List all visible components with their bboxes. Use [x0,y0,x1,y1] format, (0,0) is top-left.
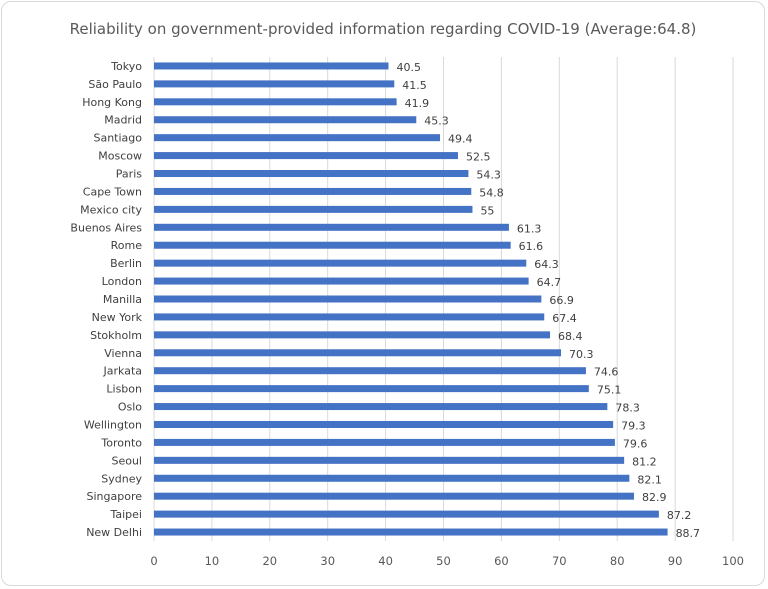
data-label: 82.9 [642,491,667,504]
x-tick-label: 60 [494,554,509,568]
category-label: New Delhi [86,526,142,539]
bar [154,313,545,321]
category-label: Wellington [84,418,142,431]
bar [154,205,473,213]
x-tick-label: 90 [668,554,683,568]
bar [154,152,458,160]
x-tick-label: 20 [262,554,277,568]
bar [154,259,527,267]
bar [154,528,668,536]
category-label: Manilla [103,293,142,306]
data-label: 66.9 [549,294,574,307]
x-tick-label: 100 [722,554,744,568]
bar [154,420,614,428]
category-label: Madrid [104,114,142,127]
data-label: 75.1 [597,384,622,397]
x-tick-label: 30 [320,554,335,568]
data-label: 88.7 [676,527,701,540]
bar [154,116,417,124]
bar [154,98,397,106]
data-label: 82.1 [637,473,662,486]
bar [154,134,441,142]
category-label: Cape Town [83,185,142,198]
bar [154,456,625,464]
x-tick-label: 10 [205,554,220,568]
data-label: 64.3 [534,258,559,271]
data-label: 45.3 [424,115,449,128]
category-label: Vienna [104,347,142,360]
category-label: Tokyo [110,60,142,73]
bar [154,223,509,231]
data-label: 74.6 [594,366,619,379]
category-label: Mexico city [80,203,142,216]
category-label: London [102,275,142,288]
category-label: Lisbon [106,383,142,396]
data-label: 64.7 [537,276,562,289]
category-label: Singapore [87,490,143,503]
data-label: 79.3 [621,419,646,432]
bar-layer [154,62,668,536]
x-tick-label: 40 [378,554,393,568]
data-label: 68.4 [558,330,583,343]
data-label: 41.5 [402,79,427,92]
data-label: 61.6 [519,240,544,253]
category-label: Taipei [109,508,142,521]
data-label: 70.3 [569,348,594,361]
chart-title: Reliability on government-provided infor… [69,20,697,38]
category-label: Jarkata [103,365,142,378]
bar [154,241,511,249]
category-label: Moscow [98,150,142,163]
bar [154,170,469,178]
data-label: 41.9 [405,97,430,110]
category-label: Oslo [118,401,142,414]
data-label: 52.5 [466,151,491,164]
data-label: 81.2 [632,455,657,468]
bar [154,510,659,518]
data-label: 54.3 [476,169,501,182]
bar [154,295,542,303]
data-label: 79.6 [623,437,648,450]
category-label: Paris [116,168,142,181]
x-tick-label: 80 [610,554,625,568]
data-label: 54.8 [479,186,504,199]
x-axis-ticks: 0 10 20 30 40 50 60 70 80 90 100 [150,554,744,568]
category-label: Hong Kong [82,96,142,109]
category-label: Seoul [111,454,142,467]
category-label: Rome [111,239,143,252]
data-label: 40.5 [396,61,421,74]
bar [154,474,630,482]
x-tick-label: 0 [150,554,157,568]
bar [154,492,634,500]
bar [154,187,472,195]
category-label: São Paulo [88,78,142,91]
bar [154,62,389,70]
x-tick-label: 50 [436,554,451,568]
category-label: Stokholm [90,329,142,342]
data-label: 78.3 [615,402,640,415]
category-label: New York [92,311,143,324]
data-label: 55 [480,204,494,217]
x-tick-label: 70 [552,554,567,568]
data-label: 87.2 [667,509,692,522]
category-label: Sydney [101,472,142,485]
label-layer: Tokyo 40.5 São Paulo 41.5 Hong Kong 41.9 Madri… [70,60,700,540]
data-label: 67.4 [552,312,577,325]
bar [154,80,395,88]
category-label: Toronto [100,436,142,449]
bar [154,403,608,411]
data-label: 61.3 [517,222,542,235]
bar [154,385,589,393]
data-label: 49.4 [448,133,473,146]
bar [154,367,586,375]
category-label: Buenos Aires [70,221,142,234]
category-label: Berlin [110,257,142,270]
category-label: Santiago [93,132,142,145]
bar [154,331,551,339]
bar [154,349,562,357]
bar [154,277,529,285]
bar [154,438,615,446]
